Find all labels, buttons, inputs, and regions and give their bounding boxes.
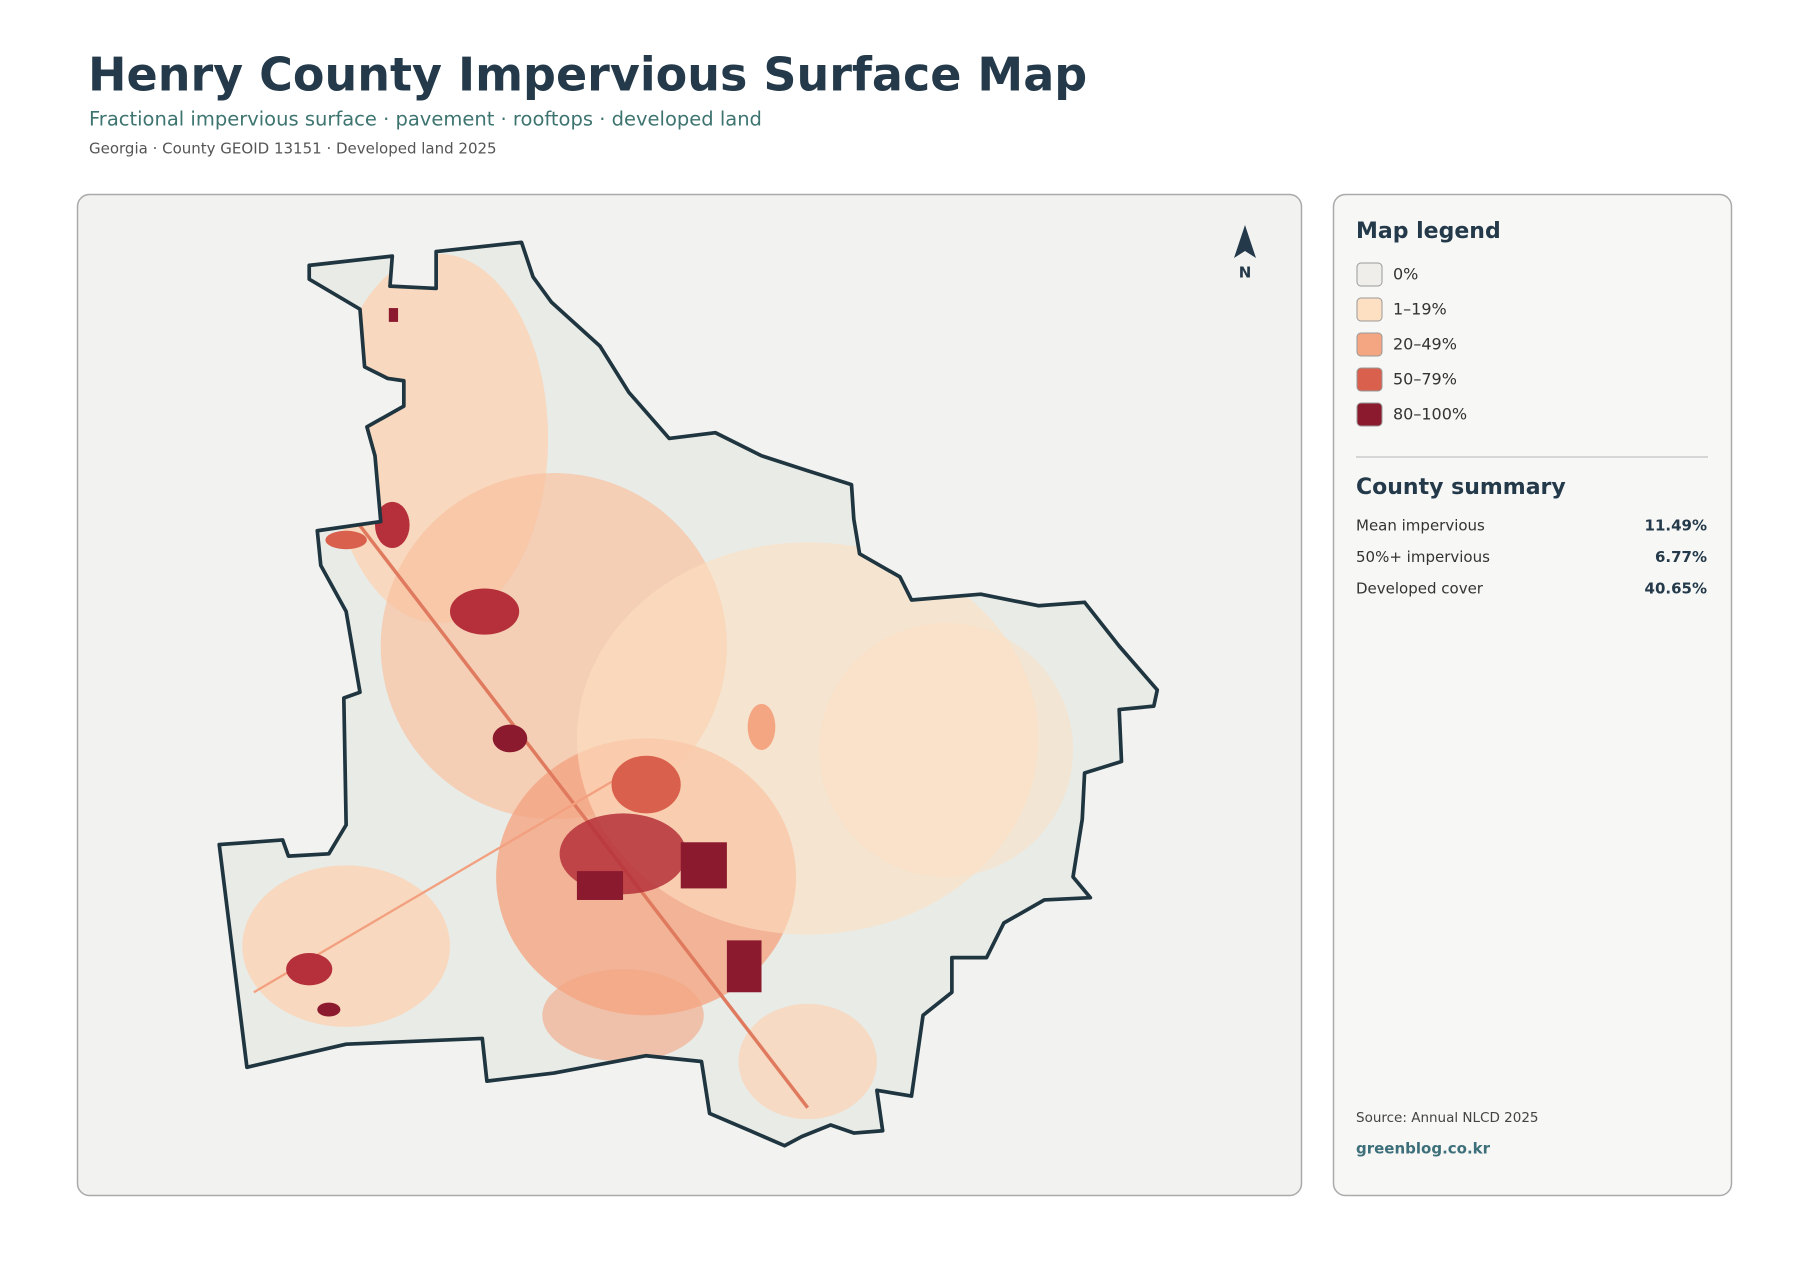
legend-swatch bbox=[1356, 262, 1383, 287]
legend-label: 80–100% bbox=[1393, 405, 1467, 424]
title: Henry County Impervious Surface Map bbox=[88, 48, 1087, 102]
summary-rows: Mean impervious 11.49% 50%+ impervious 6.77… bbox=[1356, 517, 1707, 598]
legend-label: 1–19% bbox=[1393, 300, 1447, 319]
impervious-pattern bbox=[242, 253, 1074, 1120]
site-link: greenblog.co.kr bbox=[1356, 1140, 1491, 1158]
summary-label: 50%+ impervious bbox=[1356, 548, 1490, 566]
legend-label: 50–79% bbox=[1393, 370, 1457, 389]
summary-label: Mean impervious bbox=[1356, 517, 1485, 535]
legend-swatch bbox=[1356, 402, 1383, 427]
legend-panel bbox=[1332, 193, 1733, 1197]
legend-swatch bbox=[1356, 297, 1383, 322]
legend-swatch bbox=[1356, 332, 1383, 357]
north-label: N bbox=[1239, 264, 1252, 282]
legend-label: 20–49% bbox=[1393, 335, 1457, 354]
county-outline bbox=[217, 240, 1160, 1148]
legend-items: 0% 1–19% 20–49% 50–79% 80–100% bbox=[1356, 262, 1467, 427]
county-map bbox=[217, 240, 1160, 1148]
source: Source: Annual NLCD 2025 bbox=[1356, 1110, 1539, 1126]
summary-value: 6.77% bbox=[1655, 548, 1707, 566]
legend-title: Map legend bbox=[1356, 219, 1501, 244]
subtitle: Fractional impervious surface · pavement… bbox=[89, 108, 762, 131]
summary-title: County summary bbox=[1356, 475, 1566, 500]
summary-label: Developed cover bbox=[1356, 580, 1484, 598]
legend-label: 0% bbox=[1393, 265, 1418, 284]
north-arrow bbox=[1234, 225, 1256, 258]
summary-value: 11.49% bbox=[1645, 517, 1707, 535]
meta: Georgia · County GEOID 13151 · Developed… bbox=[89, 140, 497, 158]
summary-value: 40.65% bbox=[1645, 580, 1707, 598]
legend-swatch bbox=[1356, 367, 1383, 392]
